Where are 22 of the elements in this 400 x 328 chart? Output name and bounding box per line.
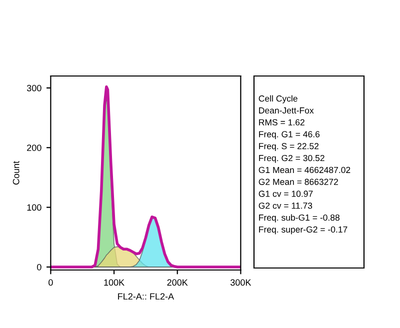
y-axis-title: Count [12,161,20,185]
y-tick-label: 300 [26,84,42,92]
x-tick-label: 300K [230,279,252,286]
x-tick-label: 100K [104,279,124,286]
y-tick-label: 100 [27,204,42,211]
text: Freq. G2 = 30.52 [259,154,324,163]
text: Freq. sub-G1 = -0.88 [259,214,340,222]
text: Cell Cycle [258,95,298,104]
text: Freq. G1 = 46.6 [259,131,320,140]
text: G1 Mean = 4662487.02 [258,166,350,174]
x-axis-title: FL2-A:: FL2-A [118,293,174,300]
text: G2 Mean = 8663272 [258,178,338,185]
text: G2 cv = 11.73 [258,202,312,209]
text: Freq. super-G2 = -0.17 [259,226,348,234]
x-tick-label: 200K [167,279,188,286]
text: Dean-Jett-Fox [259,107,314,114]
text: Freq. S = 22.52 [259,143,319,151]
text: G1 cv = 10.97 [258,190,313,197]
y-tick-label: 0 [37,264,42,270]
text: RMS = 1.62 [259,119,304,126]
y-tick-label: 200 [27,144,42,151]
x-tick-label: 0 [48,279,53,286]
